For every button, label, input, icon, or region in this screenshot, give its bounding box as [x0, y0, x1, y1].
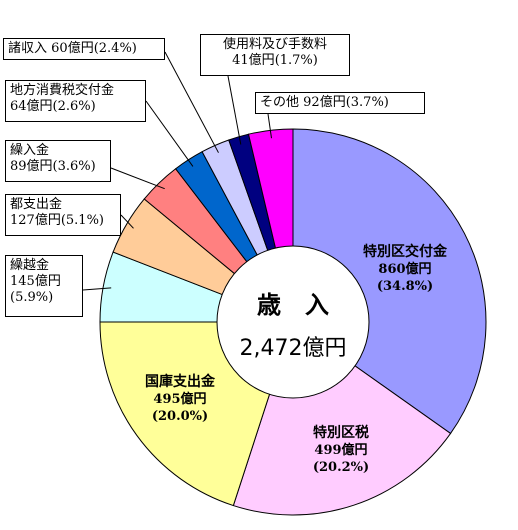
slice-percent: (2.4%): [93, 41, 137, 56]
slice-percent: (34.8%): [376, 279, 434, 294]
slice-percent: (1.7%): [274, 53, 318, 68]
leader-line-5: [110, 167, 165, 190]
slice-amount: 860億円: [378, 262, 432, 277]
slice-percent: (2.6%): [52, 99, 96, 114]
slice-percent: (20.0%): [151, 409, 209, 424]
slice-name: 繰入金: [10, 143, 50, 158]
leader-line-9: [267, 113, 272, 139]
slice-amount: 92億円: [303, 95, 346, 110]
slice-amount: 495億円: [153, 392, 207, 407]
callout-shiyoryo: 使用料及び手数料 41億円(1.7%): [200, 34, 350, 76]
slice-name: 使用料及び手数料: [222, 37, 327, 52]
slice-percent: (20.2%): [312, 460, 370, 475]
center-title: 歳 入: [257, 291, 329, 319]
slice-label-1: 特別区税 499億円 (20.2%): [296, 425, 386, 476]
leader-line-6: [145, 100, 194, 167]
donut-hole: [216, 245, 370, 399]
center-total: 2,472億円: [239, 336, 347, 361]
slice-name: 都支出金: [10, 197, 63, 212]
slice-name: 諸収入: [8, 41, 48, 56]
slice-amount: 41億円: [232, 53, 275, 68]
slice-name: 特別区交付金: [363, 244, 447, 260]
slice-name: 国庫支出金: [145, 374, 215, 390]
slice-name: 繰越金: [10, 258, 50, 273]
leader-line-8: [227, 75, 242, 145]
callout-kurikoshi: 繰越金 145億円 (5.9%): [5, 255, 83, 317]
callout-sonota: その他 92億円(3.7%): [255, 92, 425, 114]
slice-percent: (5.9%): [10, 290, 54, 305]
callout-toshishutsu: 都支出金 127億円(5.1%): [5, 194, 121, 236]
slice-label-2: 国庫支出金 495億円 (20.0%): [130, 374, 230, 425]
slice-name: 特別区税: [313, 425, 369, 441]
callout-shoshunyu: 諸収入 60億円(2.4%): [3, 38, 165, 60]
pie-slice-0: [292, 128, 487, 435]
slice-percent: (3.7%): [345, 95, 389, 110]
slice-label-0: 特別区交付金 860億円 (34.8%): [350, 244, 460, 295]
callout-kurikomi: 繰入金 89億円(3.6%): [5, 140, 111, 182]
slice-amount: 145億円: [10, 274, 61, 289]
slice-amount: 499億円: [314, 443, 368, 458]
slice-amount: 89億円: [10, 159, 53, 174]
slice-amount: 60億円: [51, 41, 94, 56]
leader-lines: [82, 51, 272, 291]
callout-chiho-shohizei: 地方消費税交付金 64億円(2.6%): [5, 80, 146, 122]
leader-line-3: [82, 287, 112, 291]
leader-line-4: [120, 214, 134, 229]
slice-name: その他: [260, 95, 300, 110]
leader-line-7: [164, 51, 219, 153]
slice-amount: 127億円: [10, 213, 61, 228]
slice-percent: (5.1%): [60, 213, 104, 228]
slice-amount: 64億円: [10, 99, 53, 114]
slice-percent: (3.6%): [52, 159, 96, 174]
slice-name: 地方消費税交付金: [10, 83, 115, 98]
